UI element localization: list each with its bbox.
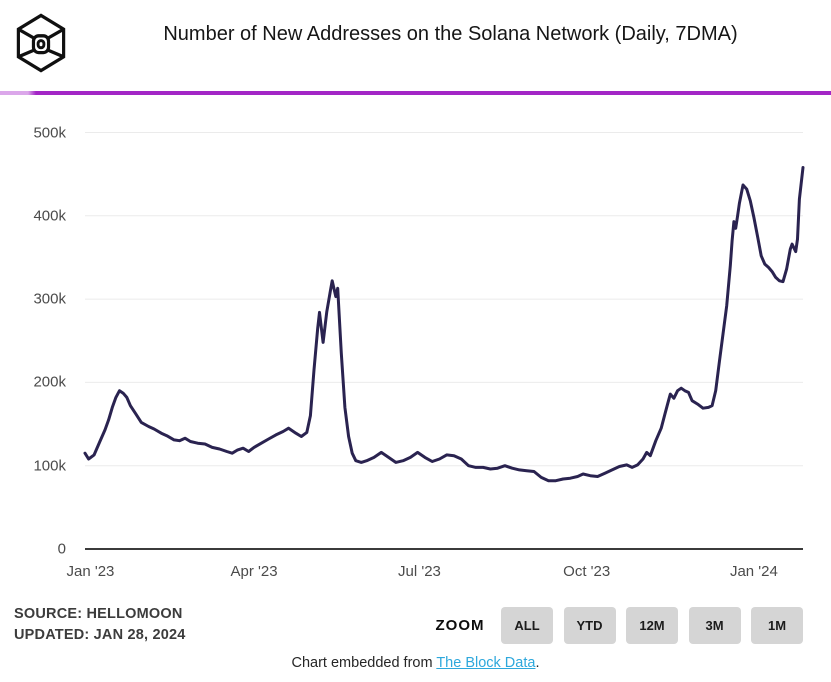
zoom-button-12m[interactable]: 12M [626,606,678,644]
chart-title: Number of New Addresses on the Solana Ne… [163,23,738,45]
embed-attribution: Chart embedded from The Block Data. [0,655,831,671]
zoom-button-1m[interactable]: 1M [751,606,803,644]
y-tick-label-200k: 200k [33,373,66,391]
updated-text: UPDATED: JAN 28, 2024 [14,627,186,643]
x-tick-label-oct-23: Oct '23 [563,563,611,580]
zoom-button-all[interactable]: ALL [501,606,553,644]
zoom-button-group: ALL YTD 12M 3M 1M [501,606,803,644]
series-line-new-addresses-7dma [83,166,805,483]
y-tick-label-0: 0 [57,540,66,558]
source-block: SOURCE: HELLOMOON UPDATED: JAN 28, 2024 [14,604,186,646]
y-tick-label-500k: 500k [33,124,66,141]
y-axis: 0 100k 200k 300k 400k 500k [16,0,66,600]
accent-divider [0,91,831,95]
x-tick-label-apr-23: Apr '23 [230,563,278,580]
embed-suffix-text: . [535,655,540,671]
zoom-button-ytd[interactable]: YTD [563,606,616,644]
source-text: SOURCE: HELLOMOON [14,606,183,622]
x-axis: Jan '23 Apr '23 Jul '23 Oct '23 Jan '24 [0,563,831,585]
embed-prefix-text: Chart embedded from [291,655,437,671]
y-tick-label-100k: 100k [33,457,66,475]
zoom-controls: ZOOM ALL YTD 12M 3M 1M [435,606,803,644]
zoom-label: ZOOM [435,616,485,634]
zoom-button-3m[interactable]: 3M [688,606,741,644]
y-tick-label-400k: 400k [33,207,66,225]
x-tick-label-jan-24: Jan '24 [729,563,778,580]
y-tick-label-300k: 300k [33,290,66,308]
the-block-data-link[interactable]: The Block Data [436,655,536,671]
x-tick-label-jul-23: Jul '23 [398,563,441,580]
x-tick-label-jan-23: Jan '23 [66,563,115,580]
the-block-logo-icon [16,13,66,73]
